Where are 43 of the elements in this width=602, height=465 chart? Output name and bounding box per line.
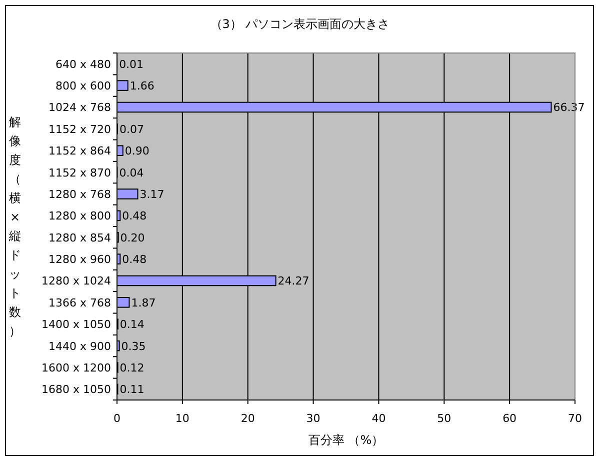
data-label: 0.20 (120, 231, 145, 244)
data-label: 0.07 (119, 122, 144, 136)
data-label: 1.87 (131, 296, 156, 310)
y-tick-label: 1024 x 768 (48, 101, 111, 114)
y-tick-label: 1280 x 800 (48, 210, 111, 223)
x-tick-label: 30 (306, 412, 320, 425)
data-label: 3.17 (140, 188, 164, 201)
data-label: 0.90 (124, 144, 150, 158)
x-tick-label: 40 (372, 412, 386, 425)
data-label: 0.01 (119, 58, 144, 71)
data-label: 0.11 (120, 383, 144, 396)
y-tick-label: 1280 x 1024 (42, 274, 111, 288)
data-label: 0.48 (122, 253, 147, 266)
x-tick-label: 60 (502, 412, 517, 425)
data-label: 24.27 (278, 274, 310, 288)
x-axis-title: 百分率 （%） (308, 433, 384, 447)
data-label: 0.35 (121, 340, 146, 353)
data-label: 0.48 (122, 210, 147, 223)
y-tick-label: 1600 x 1200 (42, 361, 111, 374)
y-tick-label: 1400 x 1050 (42, 318, 111, 332)
x-tick-label: 10 (175, 412, 190, 425)
data-label: 0.14 (120, 318, 144, 332)
y-tick-label: 1152 x 864 (48, 144, 111, 158)
y-tick-label: 1440 x 900 (48, 340, 111, 353)
data-label: 0.12 (120, 361, 144, 374)
y-tick-label: 1280 x 854 (48, 231, 111, 244)
y-tick-label: 1152 x 870 (48, 166, 111, 180)
y-tick-label: 1280 x 768 (48, 188, 111, 201)
data-label: 1.66 (130, 80, 154, 93)
x-tick-label: 70 (568, 412, 582, 425)
x-tick-label: 50 (437, 412, 452, 425)
text: 解像度（横×縦ドット数） (9, 115, 21, 338)
y-tick-label: 1152 x 720 (48, 122, 111, 136)
x-tick-label: 20 (240, 412, 255, 425)
x-tick-label: 0 (114, 412, 120, 425)
y-tick-label: 800 x 600 (56, 80, 111, 93)
y-tick-label: 1366 x 768 (48, 296, 111, 310)
y-tick-label: 640 x 480 (56, 58, 111, 71)
y-tick-label: 1680 x 1050 (42, 383, 111, 396)
y-tick-label: 1280 x 960 (48, 253, 111, 266)
data-label: 0.04 (119, 166, 144, 180)
data-label: 66.37 (553, 101, 585, 114)
chart-title: （3） パソコン表示画面の大きさ (210, 17, 390, 31)
